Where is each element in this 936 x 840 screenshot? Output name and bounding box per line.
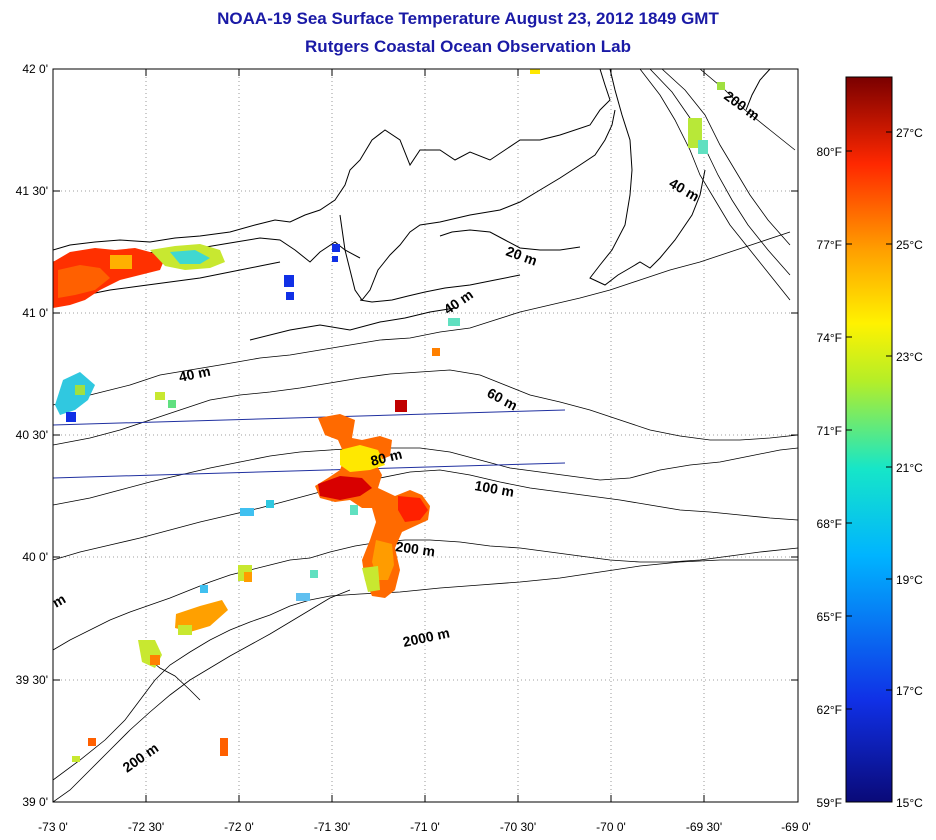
lon-label: -71 0' <box>410 820 440 834</box>
lat-label: 41 0' <box>22 306 48 320</box>
lon-label: -73 0' <box>38 820 68 834</box>
colorbar-f-label: 62°F <box>817 703 842 717</box>
colorbar-c-label: 23°C <box>896 350 923 364</box>
latitude-labels: 42 0' 41 30' 41 0' 40 30' 40 0' 39 30' 3… <box>16 62 48 809</box>
colorbar-c-label: 25°C <box>896 238 923 252</box>
colorbar-f-label: 77°F <box>817 238 842 252</box>
colorbar-f-label: 80°F <box>817 145 842 159</box>
colorbar-c-label: 27°C <box>896 126 923 140</box>
lat-label: 39 30' <box>16 673 48 687</box>
contour-label: 200 m <box>395 538 437 559</box>
ticks <box>52 69 798 802</box>
lat-label: 40 30' <box>16 428 48 442</box>
longitude-labels: -73 0' -72 30' -72 0' -71 30' -71 0' -70… <box>38 820 811 834</box>
sst-data <box>53 69 725 762</box>
lat-label: 42 0' <box>22 62 48 76</box>
colorbar-c-label: 15°C <box>896 796 923 810</box>
colorbar-c-label: 19°C <box>896 573 923 587</box>
colorbar-gradient <box>845 76 893 803</box>
contour-label: 40 m <box>177 363 212 385</box>
lon-label: -69 30' <box>686 820 722 834</box>
colorbar-f-label: 71°F <box>817 424 842 438</box>
colorbar: 80°F 77°F 74°F 71°F 68°F 65°F 62°F 59°F … <box>817 76 923 810</box>
lon-label: -72 30' <box>128 820 164 834</box>
coastline <box>53 69 771 341</box>
lon-label: -69 0' <box>781 820 811 834</box>
colorbar-f-label: 65°F <box>817 610 842 624</box>
lon-label: -70 30' <box>500 820 536 834</box>
lon-label: -70 0' <box>596 820 626 834</box>
satellite-track <box>53 409 566 479</box>
map-subtitle: Rutgers Coastal Ocean Observation Lab <box>305 37 631 56</box>
colorbar-f-label: 74°F <box>817 331 842 345</box>
lat-label: 41 30' <box>16 184 48 198</box>
colorbar-f-label: 68°F <box>817 517 842 531</box>
lon-label: -72 0' <box>224 820 254 834</box>
colorbar-c-label: 17°C <box>896 684 923 698</box>
lat-label: 39 0' <box>22 795 48 809</box>
contour-label: 100 m <box>473 477 515 500</box>
lon-label: -71 30' <box>314 820 350 834</box>
colorbar-c-label: 21°C <box>896 461 923 475</box>
contour-label: 80 m <box>369 446 404 469</box>
lat-label: 40 0' <box>22 550 48 564</box>
map-title: NOAA-19 Sea Surface Temperature August 2… <box>217 9 719 28</box>
colorbar-f-label: 59°F <box>817 796 842 810</box>
